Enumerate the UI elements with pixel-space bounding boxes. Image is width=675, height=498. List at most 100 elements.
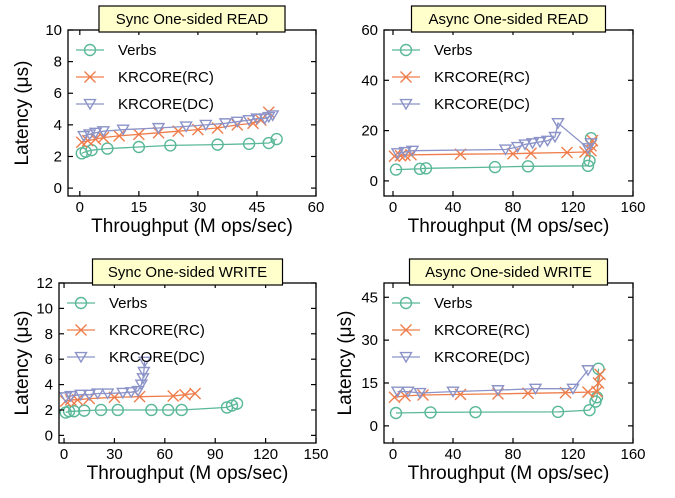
y-tick-label: 45 [361,289,378,306]
data-point [67,405,81,418]
data-point [82,129,97,141]
data-point [262,136,275,150]
y-tick-label: 12 [36,275,53,292]
y-tick-label: 30 [361,332,378,349]
series-line-krcore-dc- [65,361,146,398]
data-point [175,403,188,417]
series-line-verbs [395,368,600,414]
legend-label: KRCORE(DC) [109,349,205,366]
y-tick-label: 10 [36,300,53,317]
x-tick-label: 0 [76,199,84,216]
data-point [548,131,562,144]
x-tick-label: 80 [505,199,522,216]
data-point [389,163,403,176]
data-point [582,386,594,399]
data-point [161,403,175,417]
legend: Verbs KRCORE(RC) KRCORE(DC) [392,295,530,366]
data-point [242,115,256,127]
data-point [566,383,580,396]
legend-label: KRCORE(RC) [434,69,530,86]
x-axis-label: Throughput (M ops/sec) [91,216,293,237]
series-line-verbs [81,138,277,154]
y-tick-label: 10 [45,22,62,39]
legend-label: KRCORE(RC) [109,322,205,339]
x-tick-label: 120 [560,446,585,463]
title-box [410,5,607,33]
x-tick-label: 90 [207,446,224,463]
data-point [164,139,177,152]
x-tick-label: 15 [131,199,148,216]
x-tick-label: 80 [505,446,522,463]
data-point [136,373,150,385]
y-tick-label: 6 [54,85,62,102]
data-point [242,137,256,151]
x-tick-label: 0 [389,446,397,463]
title-box [408,258,609,286]
y-tick-label: 4 [54,117,62,134]
data-point [469,405,482,419]
y-tick-label: 0 [370,418,378,435]
data-point [584,138,598,150]
y-tick-label: 6 [45,351,53,368]
y-tick-label: 40 [361,72,378,89]
y-tick-label: 0 [54,180,62,197]
data-point [74,389,88,402]
x-tick-label: 30 [190,199,207,216]
data-point [398,146,412,159]
data-point [211,138,224,151]
data-point [270,132,283,146]
data-point [592,362,605,375]
data-point [100,388,115,400]
legend-label: Verbs [109,295,147,312]
title-box [98,5,286,33]
data-point [488,160,502,174]
chart-panel-1: 0 15 30 45 60 0 2 4 6 8 10 Throughput (M ops/sec) La… [12,5,324,237]
y-tick-label: 0 [45,427,53,444]
plot-area [67,29,317,197]
legend-marker [399,98,413,111]
data-point [491,385,505,397]
x-tick-label: 45 [249,199,266,216]
legend: Verbs KRCORE(RC) KRCORE(DC) [76,42,214,113]
y-tick-label: 4 [45,377,53,394]
legend-marker [74,351,88,364]
data-point [533,136,547,149]
legend-marker [83,43,97,57]
x-tick-label: 60 [156,446,173,463]
legend-marker [84,71,96,83]
legend-marker [399,43,413,57]
data-point [401,386,415,398]
data-point [390,148,405,160]
y-tick-label: 8 [45,326,53,343]
data-point [137,366,151,379]
data-point [594,368,606,381]
data-point [167,390,180,403]
data-point [94,403,108,417]
legend: Verbs KRCORE(RC) KRCORE(DC) [392,42,530,113]
x-tick-label: 30 [106,446,123,463]
data-point [116,124,130,136]
chart-title: Async One-sided READ [428,11,588,28]
x-tick-label: 160 [620,446,645,463]
data-point [137,356,152,369]
data-point [419,162,433,175]
data-point [521,160,535,173]
x-axis-label: Throughput (M ops/sec) [87,463,289,484]
data-point [88,127,103,140]
legend-marker [400,324,412,336]
data-point [230,116,244,129]
x-axis-label: Throughput (M ops/sec) [408,463,610,484]
data-point [178,388,191,401]
data-point [96,126,111,138]
data-point [179,121,193,133]
data-point [525,138,540,150]
legend-label: Verbs [434,295,472,312]
data-point [189,387,202,400]
chart-panel-4: 0 40 80 120 160 0 15 30 45 Throughput (M ops/sec)… [335,258,646,484]
data-point [218,118,233,130]
data-point [64,390,78,403]
data-point [518,139,532,151]
data-point [583,154,596,167]
